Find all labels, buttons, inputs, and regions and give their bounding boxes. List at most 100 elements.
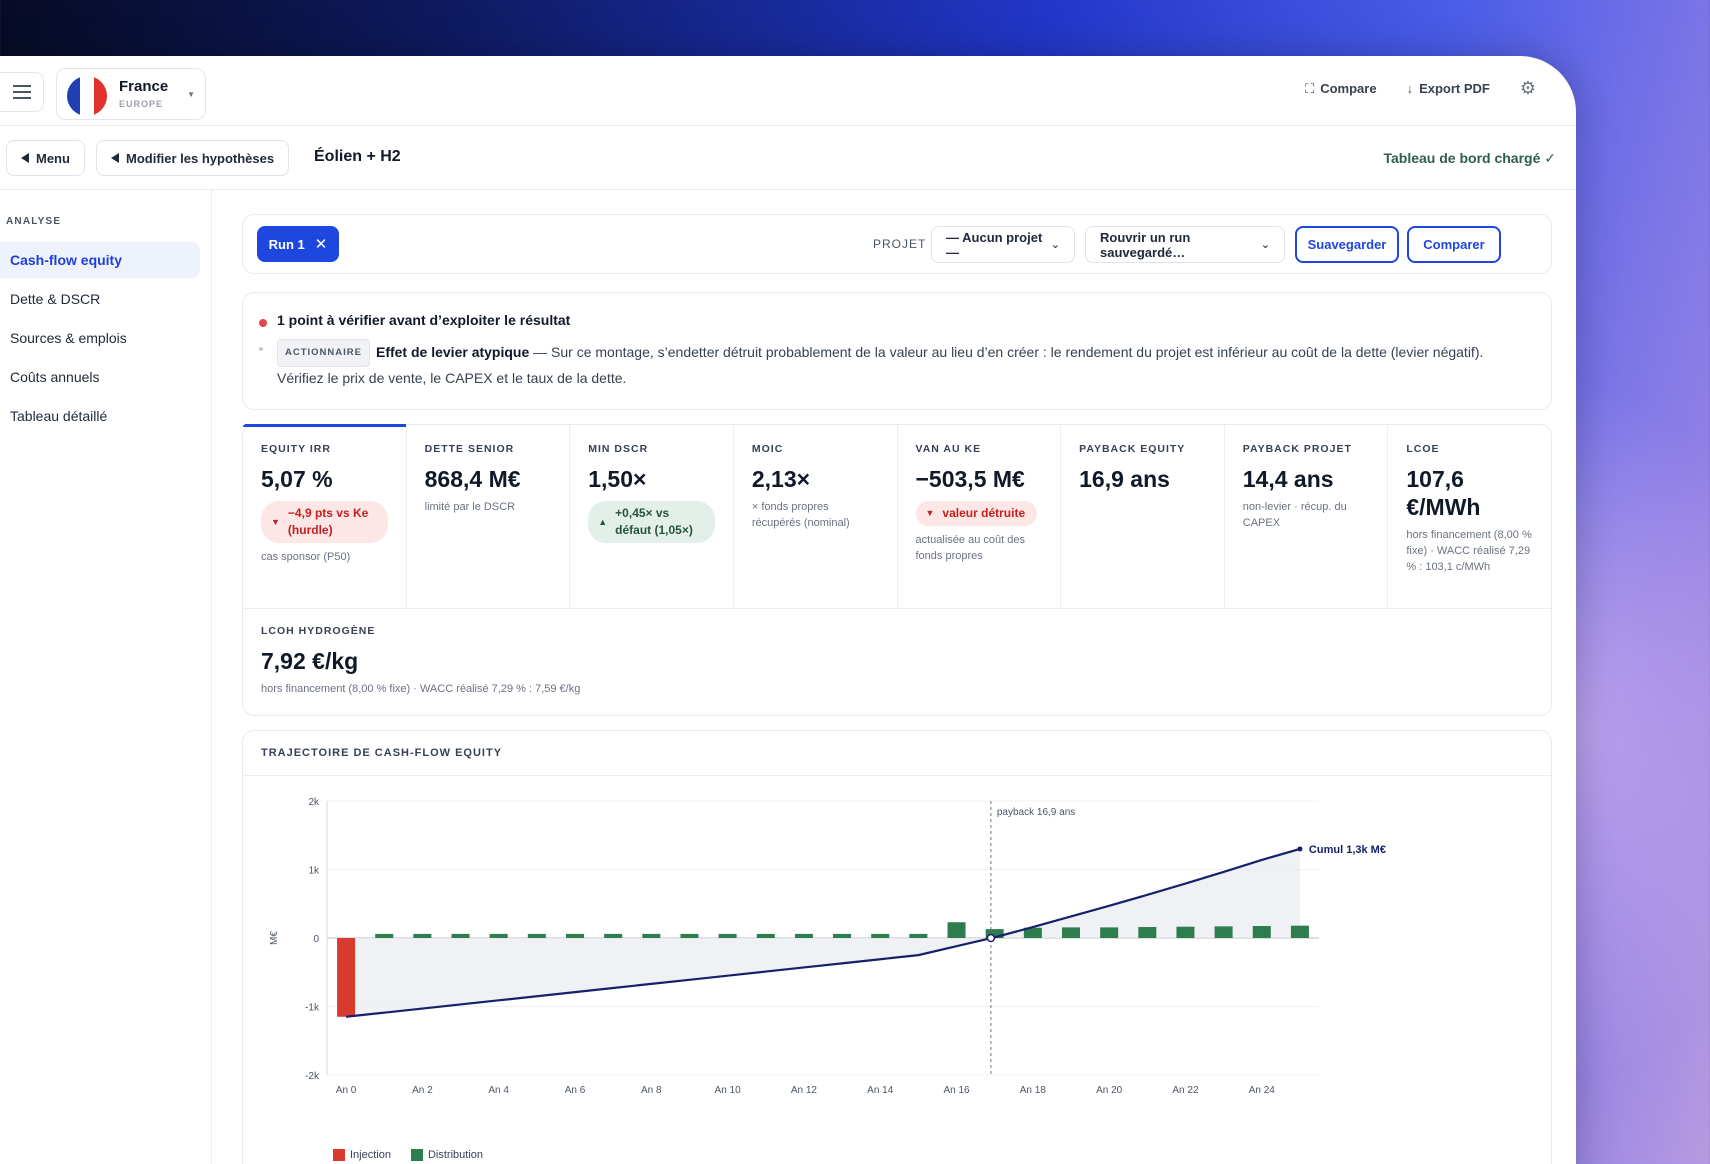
compare-label: Compare — [1320, 81, 1377, 96]
kpi-label: DETTE SENIOR — [424, 443, 515, 455]
project-select[interactable]: — Aucun projet — ⌄ — [931, 226, 1075, 263]
kpi-card[interactable]: PAYBACK PROJET 14,4 ans non-levier · récup… — [1225, 425, 1389, 608]
reopen-run-select[interactable]: Rouvrir un run sauvegardé… ⌄ — [1085, 226, 1285, 263]
distribution-bar — [1023, 927, 1042, 938]
kpi-card[interactable]: EQUITY IRR 5,07 % ▼ −4,9 pts vs Ke (hurdle)… — [243, 424, 407, 608]
triangle-down-icon: ▼ — [925, 508, 935, 518]
run-toolbar: Run 1 ✕ PROJET — Aucun projet — ⌄ Rouvri… — [242, 214, 1552, 274]
injection-bar — [337, 938, 356, 1017]
y-tick-label: 1k — [308, 866, 320, 877]
compare-runs-button[interactable]: Comparer — [1407, 226, 1501, 263]
distribution-bar — [1062, 927, 1080, 938]
cumulative-end-point — [1297, 846, 1303, 852]
france-flag-icon — [67, 76, 107, 116]
kpi-value: 2,13× — [751, 466, 811, 492]
x-tick-label: An 12 — [791, 1085, 818, 1096]
payback-label: payback 16,9 ans — [997, 807, 1075, 818]
kpi-badge: ▼ −4,9 pts vs Ke (hurdle) — [261, 501, 388, 543]
payback-point — [986, 933, 996, 943]
country-region: EUROPE — [119, 99, 164, 109]
run-tab[interactable]: Run 1 ✕ — [257, 226, 339, 262]
kpi-sub: actualisée au coût des fonds propres — [915, 534, 1025, 562]
x-tick-label: An 6 — [565, 1085, 586, 1096]
legend-swatch — [410, 1149, 423, 1161]
sidebar-item-cash-flow-equity[interactable]: Cash-flow equity — [0, 242, 200, 278]
export-pdf-button[interactable]: ↓ Export PDF — [1407, 81, 1490, 96]
distribution-bar — [718, 933, 737, 938]
x-tick-label: An 16 — [943, 1085, 970, 1096]
menu-button[interactable]: Menu — [6, 140, 85, 176]
kpi-card[interactable]: MOIC 2,13× × fonds propres récupérés (nomi… — [734, 425, 898, 608]
compare-button[interactable]: ⛶ Compare — [1305, 81, 1376, 97]
divider — [243, 775, 1551, 776]
kpi-card[interactable]: PAYBACK EQUITY 16,9 ans — [1061, 425, 1225, 608]
cash-flow-chart: 2k 1k 0 -1k -2k M€ An 0 An 2 An 4 An 6 An 8 An 10 An… — [269, 797, 1386, 1096]
distribution-bar — [489, 933, 508, 938]
menu-label: Menu — [36, 150, 70, 166]
kpi-card[interactable]: LCOE 107,6 €/MWh hors financement (8,00 % … — [1388, 425, 1551, 608]
x-tick-label: An 4 — [488, 1085, 509, 1096]
close-icon[interactable]: ✕ — [314, 236, 328, 253]
kpi-label: PAYBACK PROJET — [1242, 443, 1352, 455]
chevron-down-icon: ⌄ — [1050, 239, 1060, 251]
gear-icon[interactable]: ⚙ — [1519, 78, 1536, 98]
distribution-bar — [680, 933, 699, 938]
x-tick-label: An 2 — [412, 1085, 433, 1096]
kpi-badge: ▲ +0,45× vs défaut (1,05×) — [588, 501, 715, 543]
cumulative-label: Cumul 1,3k M€ — [1309, 844, 1386, 856]
distribution-bar — [1252, 926, 1271, 938]
kpi-sub: cas sponsor (P50) — [261, 551, 351, 563]
kpi-card[interactable]: VAN AU KE −503,5 M€ ▼ valeur détruite actual… — [898, 425, 1062, 608]
page-title: Éolien + H2 — [314, 148, 401, 165]
triangle-up-icon: ▲ — [598, 516, 608, 527]
distribution-bar — [794, 933, 813, 938]
modify-label: Modifier les hypothèses — [126, 150, 275, 166]
kpi-badge-text: −4,9 pts vs Ke (hurdle) — [287, 506, 369, 537]
y-tick-label: 0 — [313, 934, 319, 945]
kpi-badge: ▼ valeur détruite — [915, 501, 1038, 526]
kpi-value: 5,07 % — [261, 466, 333, 492]
x-tick-label: An 24 — [1249, 1085, 1276, 1096]
legend-injection[interactable]: Injection — [333, 1149, 391, 1161]
sidebar-item-sources-emplois[interactable]: Sources & emplois — [10, 330, 127, 346]
kpi-card[interactable]: DETTE SENIOR 868,4 M€ limité par le DSCR — [407, 425, 571, 608]
legend-label: Injection — [350, 1149, 391, 1161]
warning-alert: 1 point à vérifier avant d’exploiter le … — [242, 292, 1552, 410]
y-axis-label: M€ — [269, 931, 280, 945]
chevron-down-icon: ⌄ — [1260, 239, 1270, 251]
kpi-value: 7,92 €/kg — [261, 648, 359, 674]
dashboard-status: Tableau de bord chargé ✓ — [1383, 150, 1556, 166]
distribution-bar — [642, 933, 661, 938]
project-select-value: — Aucun projet — — [946, 229, 1043, 260]
legend-label: Distribution — [427, 1149, 484, 1161]
country-selector[interactable]: France EUROPE ▼ — [56, 68, 206, 120]
sub-bar: Menu Modifier les hypothèses Éolien + H2… — [0, 126, 1576, 190]
distribution-bar — [871, 933, 890, 938]
distribution-bar — [985, 929, 1004, 938]
save-button[interactable]: Suavegarder — [1295, 226, 1399, 263]
actionnaire-tag: ACTIONNAIRE — [277, 339, 370, 367]
kpi-card[interactable]: MIN DSCR 1,50× ▲ +0,45× vs défaut (1,05×) — [570, 425, 734, 608]
kpi-value: 14,4 ans — [1242, 466, 1334, 492]
x-tick-label: An 0 — [336, 1085, 357, 1096]
y-tick-label: -1k — [305, 1003, 320, 1014]
sidebar-item-couts-annuels[interactable]: Coûts annuels — [10, 369, 100, 385]
cash-flow-chart-card: TRAJECTOIRE DE CASH-FLOW EQUITY 2k 1k 0 -1k… — [242, 730, 1552, 1164]
top-actions: ⛶ Compare ↓ Export PDF ⚙ — [1305, 78, 1536, 99]
bullet-icon — [259, 347, 263, 351]
sidebar-item-tableau-detaille[interactable]: Tableau détaillé — [10, 408, 108, 424]
sidebar-item-dette-dscr[interactable]: Dette & DSCR — [10, 291, 101, 307]
modify-assumptions-button[interactable]: Modifier les hypothèses — [96, 140, 290, 176]
alert-text: — Sur ce montage, s’endetter détruit pro… — [277, 344, 1484, 386]
y-tick-label: 2k — [308, 797, 320, 808]
legend-distribution[interactable]: Distribution — [410, 1149, 484, 1161]
kpi-sub: × fonds propres récupérés (nominal) — [751, 501, 850, 529]
distribution-bar — [604, 933, 623, 938]
distribution-bar — [947, 922, 966, 938]
top-bar: France EUROPE ▼ ⛶ Compare ↓ Export PDF ⚙ — [0, 56, 1576, 126]
x-tick-label: An 10 — [715, 1085, 742, 1096]
distribution-bar — [909, 933, 928, 938]
hamburger-menu-icon[interactable] — [0, 72, 44, 112]
kpi-sub: non-levier · récup. du CAPEX — [1242, 501, 1347, 529]
kpi-lcoh[interactable]: LCOH HYDROGÈNE 7,92 €/kg hors financemen… — [261, 625, 580, 697]
